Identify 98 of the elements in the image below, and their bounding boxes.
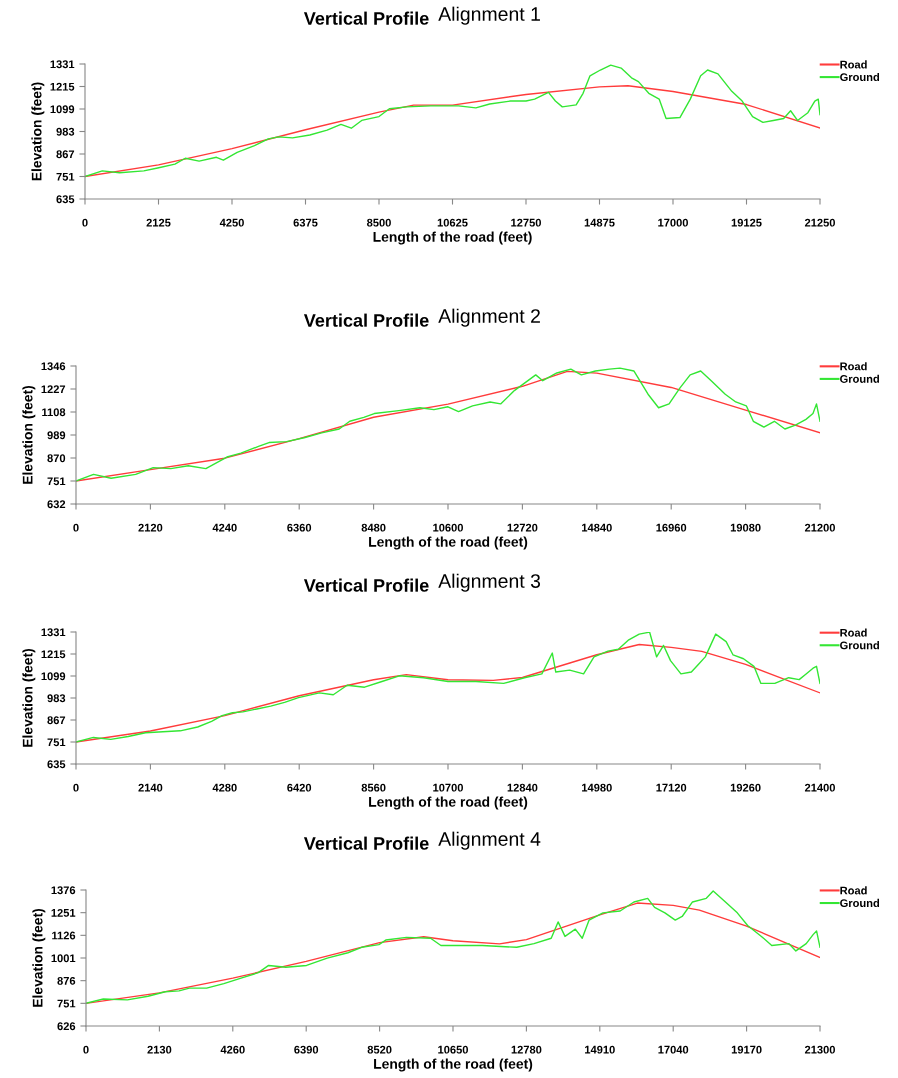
y-tick-label: 1126 [52,931,76,940]
x-tick-label: 21400 [804,783,835,792]
x-tick-label: 4250 [219,218,244,227]
y-axis-title: Elevation (feet) [32,908,46,1007]
x-tick-label: 19125 [731,218,762,227]
chart-title: Vertical Profile [303,578,429,592]
x-tick-label: 2140 [138,783,163,792]
legend-label: Ground [840,374,879,383]
y-tick-label: 867 [56,150,75,159]
x-tick-label: 8500 [366,218,391,227]
y-tick-label: 1001 [51,954,76,963]
x-tick-label: 17000 [658,218,688,227]
x-tick-label: 4240 [212,523,237,532]
x-tick-label: 2125 [146,218,171,227]
x-tick-label: 10600 [433,523,463,532]
x-tick-label: 6375 [293,218,318,227]
x-tick-label: 4260 [220,1045,245,1054]
x-tick-label: 0 [73,783,79,792]
x-tick-label: 0 [73,523,79,532]
y-tick-label: 1376 [51,886,76,895]
chart-subtitle: Alignment 2 [438,308,540,327]
x-tick-label: 12840 [507,783,538,792]
x-tick-label: 12720 [507,523,538,532]
x-tick-label: 17120 [656,783,687,792]
legend-label: Road [840,628,867,637]
x-tick-label: 16960 [656,523,687,532]
y-tick-label: 751 [57,999,76,1008]
x-tick-label: 14980 [582,783,612,792]
legend-label: Road [840,60,867,69]
x-tick-label: 10625 [437,218,468,227]
x-axis-title: Length of the road (feet) [369,536,528,550]
x-axis-title: Length of the road (feet) [373,231,532,245]
x-tick-label: 14910 [585,1045,615,1054]
y-tick-label: 751 [47,738,66,747]
x-tick-label: 10650 [438,1045,468,1054]
y-tick-label: 1215 [50,82,75,91]
y-tick-label: 1227 [41,385,66,394]
chart-title: Vertical Profile [303,836,429,850]
y-tick-label: 1108 [42,408,66,417]
x-tick-label: 8560 [361,783,386,792]
y-tick-label: 635 [47,760,66,769]
x-tick-label: 14840 [582,523,612,532]
legend-label: Ground [840,72,880,82]
x-tick-label: 12750 [511,218,541,227]
x-tick-label: 21300 [804,1045,835,1054]
y-tick-label: 1215 [41,650,66,659]
x-tick-label: 19170 [731,1045,762,1054]
legend-label: Road [840,362,867,371]
x-tick-label: 12780 [511,1045,542,1054]
y-axis-title: Elevation (feet) [31,82,45,181]
x-tick-label: 6360 [287,523,312,532]
chart-subtitle: Alignment 4 [438,831,541,850]
x-tick-label: 0 [82,218,88,227]
y-tick-label: 1251 [51,908,76,917]
y-tick-label: 989 [47,431,66,440]
chart-subtitle: Alignment 1 [438,6,540,25]
y-tick-label: 983 [56,127,75,136]
y-tick-label: 1346 [41,362,66,371]
y-tick-label: 867 [47,716,66,725]
x-tick-label: 0 [83,1045,89,1054]
y-tick-label: 626 [57,1022,76,1031]
x-tick-label: 14875 [584,218,615,227]
y-tick-label: 1331 [41,628,66,637]
x-tick-label: 19260 [730,783,761,792]
x-tick-label: 21200 [804,523,835,532]
x-tick-label: 6420 [287,783,312,792]
x-axis-title: Length of the road (feet) [374,1058,533,1072]
y-tick-label: 751 [56,172,75,181]
chart-title: Vertical Profile [303,11,429,25]
y-tick-label: 635 [56,195,75,204]
y-tick-label: 983 [47,694,66,703]
y-tick-label: 1099 [50,105,75,114]
x-tick-label: 4280 [212,783,237,792]
y-axis-title: Elevation (feet) [22,648,36,747]
line-series [85,64,820,178]
x-tick-label: 17040 [658,1045,689,1054]
x-tick-label: 21250 [804,218,835,227]
x-tick-label: 19080 [730,523,761,532]
legend-label: Ground [840,641,879,650]
x-tick-label: 10700 [433,783,463,792]
y-tick-label: 876 [57,976,76,985]
x-axis-title: Length of the road (feet) [369,796,528,810]
legend-label: Ground [840,898,880,908]
x-tick-label: 6390 [294,1045,319,1054]
x-tick-label: 2130 [147,1045,172,1054]
y-tick-label: 1331 [50,60,75,69]
chart-title: Vertical Profile [303,313,429,327]
y-tick-label: 1099 [41,672,66,681]
legend-label: Road [840,886,867,895]
line-series [85,85,820,178]
x-tick-label: 8480 [361,523,386,532]
y-axis-title: Elevation (feet) [22,385,36,484]
x-tick-label: 8520 [367,1045,392,1054]
y-tick-label: 870 [47,454,66,463]
y-tick-label: 751 [47,477,66,486]
chart-subtitle: Alignment 3 [438,573,541,592]
x-tick-label: 2120 [138,523,163,532]
y-tick-label: 632 [47,500,66,509]
